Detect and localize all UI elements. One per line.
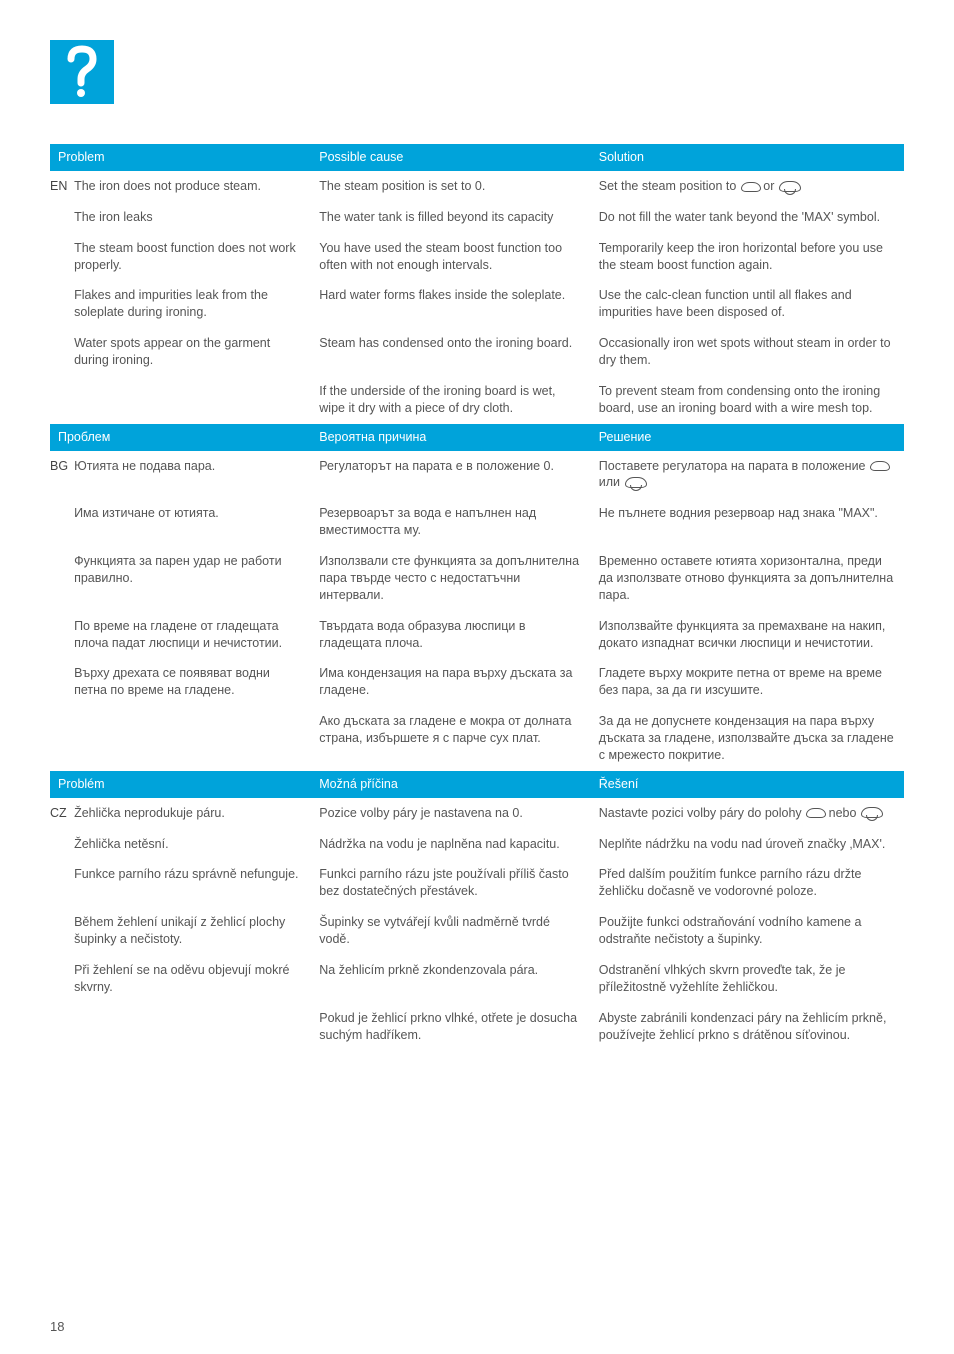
problem-cell [74,706,311,771]
table-row: Funkce parního rázu správně nefunguje.Fu… [50,859,904,907]
table-row: По време на гладене от гладещата плоча п… [50,611,904,659]
header-cause: Вероятна причина [311,424,591,451]
cause-cell: Pokud je žehlicí prkno vlhké, otřete je … [311,1003,591,1051]
problem-cell: Během žehlení unikají z žehlicí plochy š… [74,907,311,955]
lang-code: EN [50,171,74,424]
problem-cell [74,376,311,424]
cause-cell: You have used the steam boost function t… [311,233,591,281]
cause-cell: Na žehlicím prkně zkondenzovala pára. [311,955,591,1003]
steam-icon-large [861,807,881,819]
lang-code: BG [50,451,74,771]
help-icon [50,40,114,104]
cause-cell: Има кондензация на пара върху дъската за… [311,658,591,706]
table-row: Ако дъската за гладене е мокра от долнат… [50,706,904,771]
problem-cell: Funkce parního rázu správně nefunguje. [74,859,311,907]
cause-cell: The water tank is filled beyond its capa… [311,202,591,233]
table-row: Има изтичане от ютията.Резервоарът за во… [50,498,904,546]
table-row: Žehlička netěsní.Nádržka na vodu je napl… [50,829,904,860]
solution-cell: Не пълнете водния резервоар над знака "M… [591,498,904,546]
problem-cell: The iron leaks [74,202,311,233]
problem-cell: The iron does not produce steam. [74,171,311,202]
table-row: BGЮтията не подава пара.Регулаторът на п… [50,451,904,499]
problem-cell: Při žehlení se na oděvu objevují mokré s… [74,955,311,1003]
cause-cell: If the underside of the ironing board is… [311,376,591,424]
header-problem: Проблем [50,424,311,451]
troubleshooting-table: ProblemPossible causeSolutionENThe iron … [50,144,904,1050]
solution-cell: Гладете върху мокрите петна от време на … [591,658,904,706]
solution-cell: Set the steam position to or [591,171,904,202]
steam-icon-small [870,461,888,471]
cause-cell: Резервоарът за вода е напълнен над вмест… [311,498,591,546]
table-row: Water spots appear on the garment during… [50,328,904,376]
solution-cell: Use the calc-clean function until all fl… [591,280,904,328]
cause-cell: The steam position is set to 0. [311,171,591,202]
header-problem: Problem [50,144,311,171]
header-cause: Možná příčina [311,771,591,798]
problem-cell: Има изтичане от ютията. [74,498,311,546]
question-mark-icon [63,45,101,99]
solution-cell: Použijte funkci odstraňování vodního kam… [591,907,904,955]
section-header-row: ProblémMožná příčinaŘešení [50,771,904,798]
section-header-row: ProblemPossible causeSolution [50,144,904,171]
lang-code: CZ [50,798,74,1051]
table-row: ENThe iron does not produce steam.The st… [50,171,904,202]
problem-cell: Функцията за парен удар не работи правил… [74,546,311,611]
table-row: If the underside of the ironing board is… [50,376,904,424]
solution-cell: Temporarily keep the iron horizontal bef… [591,233,904,281]
problem-cell: Flakes and impurities leak from the sole… [74,280,311,328]
solution-cell: За да не допуснете кондензация на пара в… [591,706,904,771]
cause-cell: Ако дъската за гладене е мокра от долнат… [311,706,591,771]
table-row: Pokud je žehlicí prkno vlhké, otřete je … [50,1003,904,1051]
solution-cell: Před dalším použitím funkce parního rázu… [591,859,904,907]
problem-cell: Върху дрехата се появяват водни петна по… [74,658,311,706]
solution-cell: Abyste zabránili kondenzaci páry na žehl… [591,1003,904,1051]
problem-cell [74,1003,311,1051]
table-row: Během žehlení unikají z žehlicí plochy š… [50,907,904,955]
problem-cell: По време на гладене от гладещата плоча п… [74,611,311,659]
table-row: Върху дрехата се появяват водни петна по… [50,658,904,706]
problem-cell: Žehlička netěsní. [74,829,311,860]
problem-cell: Ютията не подава пара. [74,451,311,499]
table-row: CZŽehlička neprodukuje páru.Pozice volby… [50,798,904,829]
table-row: Функцията за парен удар не работи правил… [50,546,904,611]
solution-cell: To prevent steam from condensing onto th… [591,376,904,424]
cause-cell: Funkci parního rázu jste používali příli… [311,859,591,907]
cause-cell: Регулаторът на парата е в положение 0. [311,451,591,499]
section-header-row: ПроблемВероятна причинаРешение [50,424,904,451]
cause-cell: Pozice volby páry je nastavena na 0. [311,798,591,829]
header-solution: Řešení [591,771,904,798]
steam-icon-small [806,808,824,818]
table-row: Flakes and impurities leak from the sole… [50,280,904,328]
table-row: The steam boost function does not work p… [50,233,904,281]
solution-cell: Occasionally iron wet spots without stea… [591,328,904,376]
steam-icon-large [625,477,645,489]
header-solution: Решение [591,424,904,451]
solution-cell: Временно оставете ютията хоризонтална, п… [591,546,904,611]
cause-cell: Šupinky se vytvářejí kvůli nadměrně tvrd… [311,907,591,955]
cause-cell: Nádržka na vodu je naplněna nad kapacitu… [311,829,591,860]
problem-cell: The steam boost function does not work p… [74,233,311,281]
solution-cell: Neplňte nádržku na vodu nad úroveň značk… [591,829,904,860]
cause-cell: Използвали сте функцията за допълнителна… [311,546,591,611]
page-number: 18 [50,1319,64,1334]
header-cause: Possible cause [311,144,591,171]
header-solution: Solution [591,144,904,171]
steam-icon-small [741,182,759,192]
solution-cell: Odstranění vlhkých skvrn proveďte tak, ž… [591,955,904,1003]
header-problem: Problém [50,771,311,798]
solution-cell: Do not fill the water tank beyond the 'M… [591,202,904,233]
cause-cell: Твърдата вода образува люспици в гладеща… [311,611,591,659]
table-row: The iron leaksThe water tank is filled b… [50,202,904,233]
steam-icon-large [779,181,799,193]
cause-cell: Hard water forms flakes inside the solep… [311,280,591,328]
solution-cell: Използвайте функцията за премахване на н… [591,611,904,659]
solution-cell: Nastavte pozici volby páry do polohy neb… [591,798,904,829]
cause-cell: Steam has condensed onto the ironing boa… [311,328,591,376]
solution-cell: Поставете регулатора на парата в положен… [591,451,904,499]
problem-cell: Water spots appear on the garment during… [74,328,311,376]
problem-cell: Žehlička neprodukuje páru. [74,798,311,829]
table-row: Při žehlení se na oděvu objevují mokré s… [50,955,904,1003]
